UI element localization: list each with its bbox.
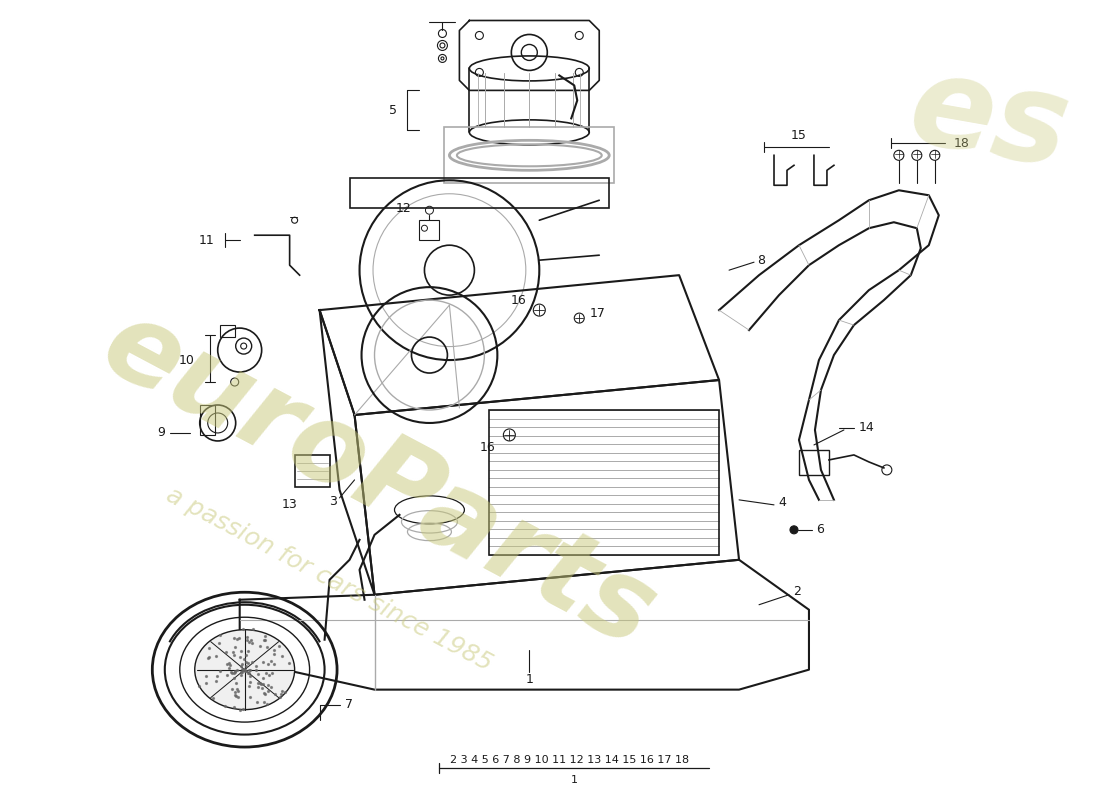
Text: 8: 8 [757,254,764,266]
Text: 11: 11 [199,234,214,246]
Text: 14: 14 [859,422,874,434]
Bar [350,178,609,208]
Text: 17: 17 [590,306,605,320]
Text: 5: 5 [389,104,397,117]
Text: 9: 9 [157,426,165,439]
Text: es: es [900,47,1078,194]
Text: euroParts: euroParts [86,290,673,670]
Text: 10: 10 [179,354,195,366]
Ellipse shape [195,630,295,710]
Circle shape [790,526,798,534]
Bar [295,455,330,487]
Text: 12: 12 [396,202,411,214]
Text: 16: 16 [480,442,495,454]
Text: a passion for cars since 1985: a passion for cars since 1985 [163,483,497,676]
Text: 6: 6 [816,523,824,536]
Text: 18: 18 [954,137,970,150]
Bar [200,405,214,435]
Text: 4: 4 [778,496,785,510]
Text: 2 3 4 5 6 7 8 9 10 11 12 13 14 15 16 17 18: 2 3 4 5 6 7 8 9 10 11 12 13 14 15 16 17 … [450,754,689,765]
Bar [490,410,719,555]
Bar [220,325,234,337]
Text: 2: 2 [793,586,801,598]
Text: 1: 1 [571,774,578,785]
Text: 3: 3 [329,495,337,508]
Text: 13: 13 [282,498,297,511]
Text: 1: 1 [526,673,534,686]
Bar [419,220,439,240]
Text: 16: 16 [510,294,526,306]
Bar [444,127,614,183]
Bar [799,450,829,475]
Text: 15: 15 [791,129,807,142]
Text: 7: 7 [344,698,353,711]
